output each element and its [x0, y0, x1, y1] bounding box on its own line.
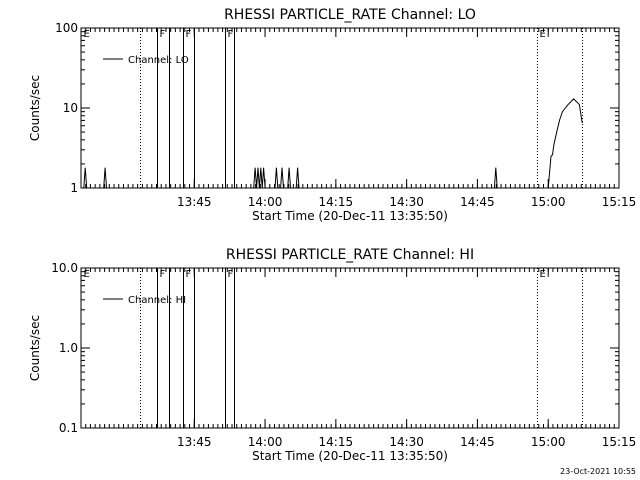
x-tick-label: 13:45	[177, 195, 212, 209]
event-marker-label: F	[160, 269, 166, 280]
legend-entry: Channel: LO	[128, 55, 189, 66]
data-series-line	[81, 98, 583, 189]
y-tick-label: 10	[63, 101, 78, 115]
y-tick-label: 1	[70, 181, 78, 195]
x-axis-label: Start Time (20-Dec-11 13:35:50)	[252, 449, 448, 463]
x-tick-label: 13:45	[177, 435, 212, 449]
plot-frame	[80, 267, 620, 429]
x-tick-label: 14:15	[319, 195, 354, 209]
event-marker-label: F	[228, 269, 234, 280]
chart-title: RHESSI PARTICLE_RATE Channel: HI	[226, 247, 474, 263]
legend-entry: Channel: HI	[128, 295, 186, 306]
x-tick-label: 15:00	[531, 435, 566, 449]
y-tick-label: 100	[55, 21, 78, 35]
event-marker-label: E	[540, 269, 546, 280]
x-axis-label: Start Time (20-Dec-11 13:35:50)	[252, 209, 448, 223]
event-marker-label: F	[186, 29, 192, 40]
chart-title: RHESSI PARTICLE_RATE Channel: LO	[224, 7, 476, 23]
x-tick-label: 14:30	[389, 195, 424, 209]
y-tick-label: 10.0	[51, 261, 78, 275]
plot-frame	[80, 27, 620, 189]
x-tick-label: 14:45	[460, 435, 495, 449]
chart-panel-1: RHESSI PARTICLE_RATE Channel: LO 1 10 100 13…	[28, 7, 636, 223]
x-tick-label: 14:00	[248, 195, 283, 209]
y-axis-label: Counts/sec	[28, 315, 42, 381]
event-marker-label: F	[228, 29, 234, 40]
x-tick-label: 14:00	[248, 435, 283, 449]
x-tick-label: 14:30	[389, 435, 424, 449]
x-tick-label: 14:45	[460, 195, 495, 209]
x-tick-label: 14:15	[319, 435, 354, 449]
y-tick-label: 0.1	[59, 421, 78, 435]
footer-timestamp: 23-Oct-2021 10:55	[560, 467, 636, 476]
event-marker-label: F	[160, 29, 166, 40]
event-marker-label: F	[186, 269, 192, 280]
y-tick-label: 1.0	[59, 341, 78, 355]
x-tick-label: 15:15	[602, 195, 637, 209]
x-tick-label: 15:15	[602, 435, 637, 449]
chart-panel-2: RHESSI PARTICLE_RATE Channel: HI 0.1 1.0 10…	[28, 247, 636, 463]
x-tick-label: 15:00	[531, 195, 566, 209]
y-axis-label: Counts/sec	[28, 75, 42, 141]
event-marker-label: E	[84, 269, 90, 280]
event-marker-label: E	[84, 29, 90, 40]
event-marker-label: E	[540, 29, 546, 40]
